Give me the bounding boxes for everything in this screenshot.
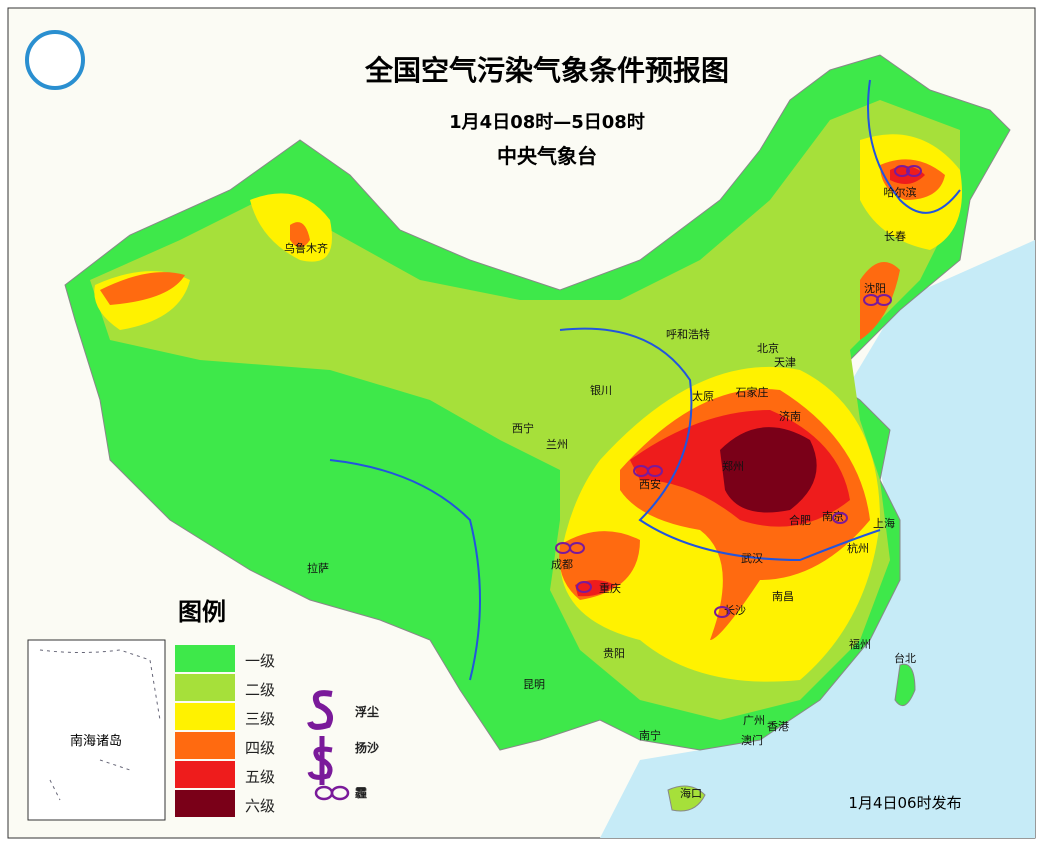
city-label: 乌鲁木齐 — [284, 241, 328, 255]
sea — [600, 240, 1035, 838]
legend-swatch — [175, 645, 235, 672]
city-label: 石家庄 — [736, 385, 769, 399]
city-label: 上海 — [873, 516, 895, 530]
city-label: 呼和浩特 — [666, 327, 710, 341]
haze-markers — [555, 165, 922, 618]
inset-label: 南海诸岛 — [70, 733, 122, 749]
city-label: 天津 — [774, 356, 796, 369]
city-label: 武汉 — [741, 552, 763, 565]
city-label: 合肥 — [789, 513, 811, 527]
legend-level: 六级 — [245, 797, 275, 815]
inset-islands — [39, 649, 161, 801]
city-label: 长春 — [884, 230, 906, 243]
level-4-area — [100, 159, 945, 640]
legend-title: 图例 — [178, 598, 226, 626]
legend-level: 三级 — [245, 710, 275, 728]
city-label: 福州 — [849, 637, 871, 651]
city-label: 成都 — [551, 558, 573, 571]
city-label: 杭州 — [847, 541, 869, 555]
legend-swatch — [175, 761, 235, 788]
city-label: 海口 — [680, 786, 702, 800]
inset-frame — [27, 639, 166, 821]
legend-level: 二级 — [245, 681, 275, 699]
city-label: 西安 — [639, 477, 661, 491]
level-6-area — [720, 427, 817, 513]
city-label: 南昌 — [772, 590, 794, 603]
city-label: 西宁 — [512, 421, 534, 435]
haze-icon — [314, 785, 350, 801]
city-label: 哈尔滨 — [884, 185, 917, 199]
title-block: 全国空气污染气象条件预报图 1月4日08时—5日08时 中央气象台 — [25, 30, 729, 168]
legend-level: 四级 — [245, 739, 275, 757]
city-label: 郑州 — [722, 459, 744, 473]
legend-symbol: 浮尘 — [355, 704, 379, 719]
city-label: 昆明 — [523, 678, 545, 691]
issuer: 中央气象台 — [497, 144, 597, 168]
rivers — [329, 79, 961, 681]
city-label: 香港 — [767, 720, 789, 733]
logo — [25, 30, 85, 90]
legend-level: 五级 — [245, 768, 275, 786]
city-label: 济南 — [779, 409, 801, 423]
city-label: 广州 — [743, 714, 765, 727]
city-label: 银川 — [590, 383, 612, 397]
city-label: 沈阳 — [864, 281, 886, 295]
inset: 南海诸岛 — [27, 639, 166, 821]
city-label: 南宁 — [639, 728, 661, 742]
city-label: 兰州 — [546, 438, 568, 451]
legend-symbol: 扬沙 — [355, 740, 379, 755]
title: 全国空气污染气象条件预报图 — [364, 54, 729, 87]
legend-swatch — [175, 674, 235, 701]
land — [64, 54, 1011, 812]
legend-level: 一级 — [245, 652, 275, 670]
legend-symbol: 霾 — [355, 786, 367, 800]
city-label: 拉萨 — [307, 561, 329, 575]
city-label: 太原 — [692, 390, 714, 403]
city-label: 贵阳 — [603, 647, 625, 660]
city-label: 重庆 — [599, 581, 621, 595]
city-label: 台北 — [894, 651, 916, 665]
city-label: 澳门 — [741, 733, 763, 747]
taiwan — [894, 663, 916, 707]
hainan — [667, 785, 706, 812]
legend-swatch — [175, 790, 235, 817]
sand-icon — [307, 736, 333, 785]
dust-icon — [307, 690, 333, 730]
period: 1月4日08时—5日08时 — [449, 112, 645, 133]
legend-swatch — [175, 732, 235, 759]
legend-swatch — [175, 703, 235, 730]
issued-time: 1月4日06时发布 — [848, 794, 961, 812]
city-label: 北京 — [757, 341, 779, 355]
legend: 图例 一级 二级 三级 四级 五级 六级 浮尘 扬沙 霾 — [175, 598, 379, 817]
level-5-area — [575, 166, 925, 597]
